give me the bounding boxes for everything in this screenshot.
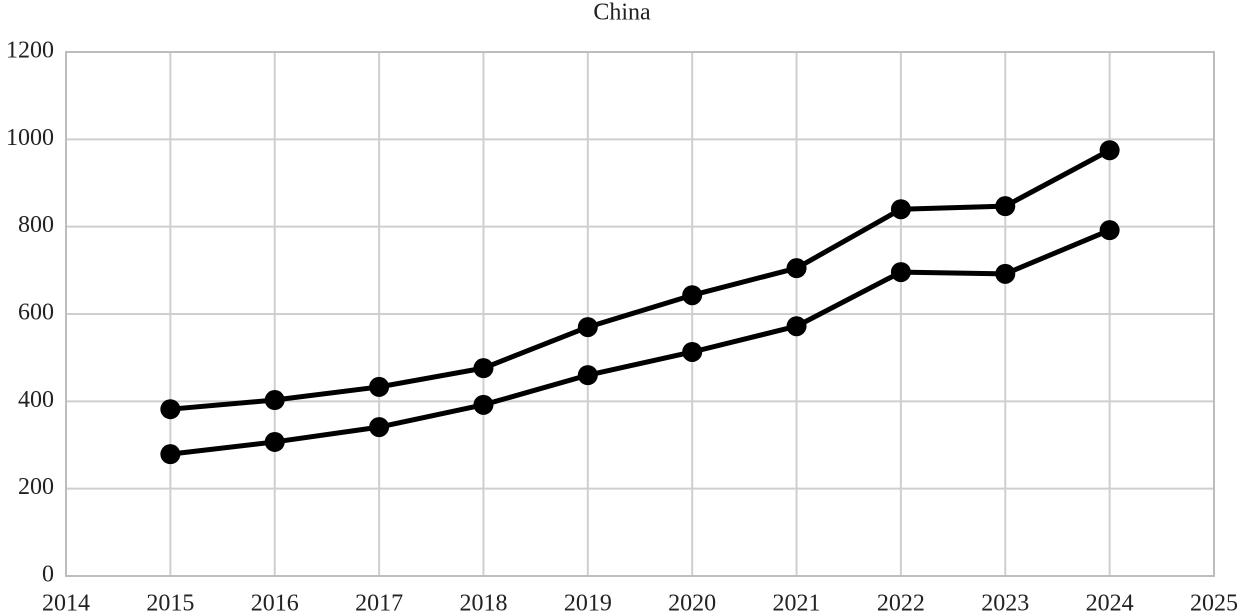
x-tick-label: 2016 xyxy=(251,591,299,615)
plot-border xyxy=(65,51,1215,577)
y-tick-label: 1200 xyxy=(6,38,54,64)
marker xyxy=(1099,220,1120,241)
marker xyxy=(995,263,1016,284)
y-tick-label: 400 xyxy=(18,387,54,413)
x-tick-label: 2021 xyxy=(773,591,821,615)
marker xyxy=(369,376,390,397)
x-tick-label: 2019 xyxy=(564,591,612,615)
marker xyxy=(1099,140,1120,161)
x-tick-label: 2015 xyxy=(146,591,194,615)
marker xyxy=(995,196,1016,217)
x-tick-label: 2017 xyxy=(355,591,403,615)
marker xyxy=(890,199,911,220)
marker xyxy=(160,399,181,420)
marker xyxy=(473,394,494,415)
marker xyxy=(682,285,703,306)
marker xyxy=(890,262,911,283)
marker xyxy=(264,390,285,411)
y-tick-label: 1000 xyxy=(6,125,54,151)
x-tick-label: 2025 xyxy=(1190,591,1238,615)
y-tick-label: 0 xyxy=(42,562,54,588)
x-tick-label: 2014 xyxy=(42,591,90,615)
marker xyxy=(264,431,285,452)
marker xyxy=(682,341,703,362)
series-line xyxy=(170,227,1111,457)
marker xyxy=(160,444,181,465)
marker xyxy=(786,258,807,279)
marker xyxy=(577,317,598,338)
x-tick-label: 2018 xyxy=(459,591,507,615)
chart-title: China xyxy=(593,0,651,26)
marker xyxy=(369,417,390,438)
y-tick-label: 800 xyxy=(18,212,54,238)
marker xyxy=(577,365,598,386)
x-tick-label: 2024 xyxy=(1086,591,1134,615)
y-tick-label: 200 xyxy=(18,474,54,500)
marker xyxy=(786,316,807,337)
x-tick-label: 2023 xyxy=(981,591,1029,615)
y-tick-label: 600 xyxy=(18,300,54,326)
series-line xyxy=(170,148,1111,412)
marker xyxy=(473,358,494,379)
x-tick-label: 2022 xyxy=(877,591,925,615)
x-tick-label: 2020 xyxy=(668,591,716,615)
